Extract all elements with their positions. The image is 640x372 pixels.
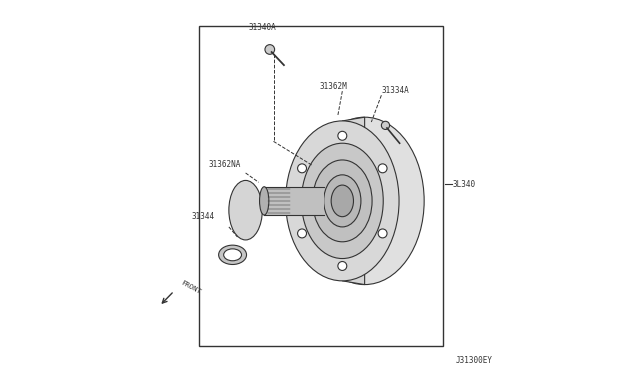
Text: 31340A: 31340A xyxy=(248,23,276,32)
Ellipse shape xyxy=(324,175,361,227)
Ellipse shape xyxy=(229,180,262,240)
Ellipse shape xyxy=(312,160,372,242)
Ellipse shape xyxy=(223,249,241,261)
Circle shape xyxy=(381,121,390,129)
Circle shape xyxy=(265,45,275,54)
Circle shape xyxy=(338,262,347,270)
Circle shape xyxy=(378,164,387,173)
Polygon shape xyxy=(264,187,324,215)
Text: 31362M: 31362M xyxy=(319,82,347,91)
Text: 31362NA: 31362NA xyxy=(209,160,241,169)
Circle shape xyxy=(298,229,307,238)
Text: FRONT: FRONT xyxy=(179,280,202,295)
Bar xyxy=(199,26,443,346)
Ellipse shape xyxy=(260,187,269,215)
Circle shape xyxy=(298,164,307,173)
Polygon shape xyxy=(342,117,365,285)
Circle shape xyxy=(378,229,387,238)
Ellipse shape xyxy=(285,121,399,281)
Text: 3L340: 3L340 xyxy=(452,180,475,189)
Ellipse shape xyxy=(301,143,383,259)
Text: 31334A: 31334A xyxy=(381,86,409,95)
Ellipse shape xyxy=(219,245,246,264)
Ellipse shape xyxy=(331,185,353,217)
Circle shape xyxy=(338,131,347,140)
Ellipse shape xyxy=(305,117,424,285)
Text: J31300EY: J31300EY xyxy=(456,356,493,365)
Text: 31344: 31344 xyxy=(191,212,214,221)
